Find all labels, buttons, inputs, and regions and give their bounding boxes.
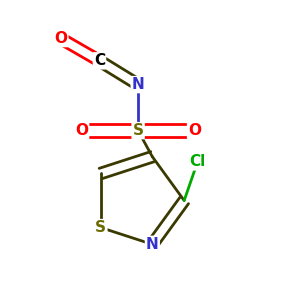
Text: C: C [94, 53, 105, 68]
Text: O: O [188, 123, 201, 138]
Text: N: N [146, 237, 159, 252]
Text: N: N [132, 77, 145, 92]
Text: O: O [54, 31, 67, 46]
Text: O: O [75, 123, 88, 138]
Text: S: S [95, 220, 106, 235]
Text: Cl: Cl [189, 154, 206, 169]
Text: S: S [133, 123, 144, 138]
